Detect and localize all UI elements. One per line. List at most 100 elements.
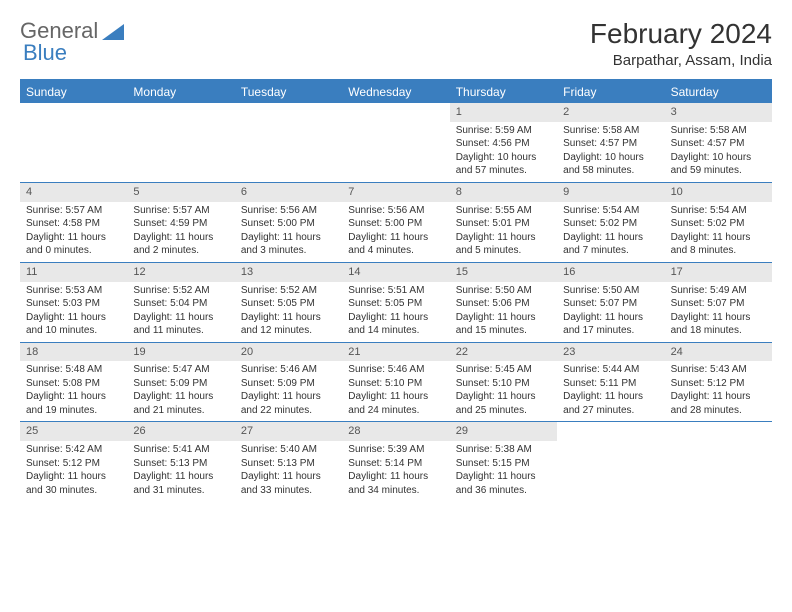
calendar-cell: 6Sunrise: 5:56 AMSunset: 5:00 PMDaylight…	[235, 183, 342, 262]
cell-body: Sunrise: 5:42 AMSunset: 5:12 PMDaylight:…	[20, 441, 127, 501]
calendar-cell: 11Sunrise: 5:53 AMSunset: 5:03 PMDayligh…	[20, 263, 127, 342]
sunrise-text: Sunrise: 5:41 AM	[133, 443, 228, 457]
weeks-container: 1Sunrise: 5:59 AMSunset: 4:56 PMDaylight…	[20, 103, 772, 501]
calendar-cell: 27Sunrise: 5:40 AMSunset: 5:13 PMDayligh…	[235, 422, 342, 501]
calendar-cell: 21Sunrise: 5:46 AMSunset: 5:10 PMDayligh…	[342, 343, 449, 422]
daylight-text: Daylight: 11 hours and 28 minutes.	[671, 390, 766, 417]
sunset-text: Sunset: 5:06 PM	[456, 297, 551, 311]
day-header-thu: Thursday	[450, 81, 557, 103]
daylight-text: Daylight: 11 hours and 18 minutes.	[671, 311, 766, 338]
day-number: 11	[20, 263, 127, 282]
daylight-text: Daylight: 11 hours and 8 minutes.	[671, 231, 766, 258]
calendar-cell	[20, 103, 127, 182]
calendar-cell	[557, 422, 664, 501]
sunset-text: Sunset: 5:01 PM	[456, 217, 551, 231]
sunrise-text: Sunrise: 5:45 AM	[456, 363, 551, 377]
day-number: 4	[20, 183, 127, 202]
daylight-text: Daylight: 11 hours and 10 minutes.	[26, 311, 121, 338]
sunset-text: Sunset: 4:58 PM	[26, 217, 121, 231]
calendar-cell: 12Sunrise: 5:52 AMSunset: 5:04 PMDayligh…	[127, 263, 234, 342]
day-number: 24	[665, 343, 772, 362]
sunrise-text: Sunrise: 5:59 AM	[456, 124, 551, 138]
cell-body: Sunrise: 5:53 AMSunset: 5:03 PMDaylight:…	[20, 282, 127, 342]
daylight-text: Daylight: 11 hours and 34 minutes.	[348, 470, 443, 497]
sunrise-text: Sunrise: 5:46 AM	[241, 363, 336, 377]
calendar-cell: 24Sunrise: 5:43 AMSunset: 5:12 PMDayligh…	[665, 343, 772, 422]
sunset-text: Sunset: 5:05 PM	[241, 297, 336, 311]
logo-triangle-icon	[102, 22, 124, 40]
calendar-cell: 20Sunrise: 5:46 AMSunset: 5:09 PMDayligh…	[235, 343, 342, 422]
sunrise-text: Sunrise: 5:48 AM	[26, 363, 121, 377]
daylight-text: Daylight: 11 hours and 30 minutes.	[26, 470, 121, 497]
cell-body: Sunrise: 5:50 AMSunset: 5:07 PMDaylight:…	[557, 282, 664, 342]
calendar-cell	[235, 103, 342, 182]
page-header: General February 2024 Barpathar, Assam, …	[20, 18, 772, 69]
daylight-text: Daylight: 11 hours and 31 minutes.	[133, 470, 228, 497]
day-number: 12	[127, 263, 234, 282]
calendar-cell: 3Sunrise: 5:58 AMSunset: 4:57 PMDaylight…	[665, 103, 772, 182]
sunset-text: Sunset: 5:09 PM	[133, 377, 228, 391]
cell-body: Sunrise: 5:43 AMSunset: 5:12 PMDaylight:…	[665, 361, 772, 421]
daylight-text: Daylight: 11 hours and 22 minutes.	[241, 390, 336, 417]
cell-body: Sunrise: 5:56 AMSunset: 5:00 PMDaylight:…	[342, 202, 449, 262]
day-number	[127, 103, 234, 122]
day-number	[342, 103, 449, 122]
calendar-cell	[665, 422, 772, 501]
day-header-mon: Monday	[127, 81, 234, 103]
cell-body: Sunrise: 5:50 AMSunset: 5:06 PMDaylight:…	[450, 282, 557, 342]
calendar-cell	[342, 103, 449, 182]
sunrise-text: Sunrise: 5:43 AM	[671, 363, 766, 377]
daylight-text: Daylight: 11 hours and 15 minutes.	[456, 311, 551, 338]
day-number: 5	[127, 183, 234, 202]
day-number: 27	[235, 422, 342, 441]
day-number: 1	[450, 103, 557, 122]
day-number: 13	[235, 263, 342, 282]
sunrise-text: Sunrise: 5:54 AM	[563, 204, 658, 218]
sunrise-text: Sunrise: 5:58 AM	[563, 124, 658, 138]
calendar-week: 18Sunrise: 5:48 AMSunset: 5:08 PMDayligh…	[20, 343, 772, 423]
daylight-text: Daylight: 11 hours and 14 minutes.	[348, 311, 443, 338]
sunset-text: Sunset: 5:00 PM	[241, 217, 336, 231]
day-number	[557, 422, 664, 441]
day-number: 22	[450, 343, 557, 362]
calendar-week: 4Sunrise: 5:57 AMSunset: 4:58 PMDaylight…	[20, 183, 772, 263]
daylight-text: Daylight: 11 hours and 36 minutes.	[456, 470, 551, 497]
sunrise-text: Sunrise: 5:49 AM	[671, 284, 766, 298]
sunrise-text: Sunrise: 5:46 AM	[348, 363, 443, 377]
calendar-cell: 14Sunrise: 5:51 AMSunset: 5:05 PMDayligh…	[342, 263, 449, 342]
calendar-cell: 7Sunrise: 5:56 AMSunset: 5:00 PMDaylight…	[342, 183, 449, 262]
calendar-cell	[127, 103, 234, 182]
sunset-text: Sunset: 5:10 PM	[348, 377, 443, 391]
cell-body: Sunrise: 5:44 AMSunset: 5:11 PMDaylight:…	[557, 361, 664, 421]
calendar-cell: 18Sunrise: 5:48 AMSunset: 5:08 PMDayligh…	[20, 343, 127, 422]
daylight-text: Daylight: 11 hours and 4 minutes.	[348, 231, 443, 258]
sunset-text: Sunset: 5:14 PM	[348, 457, 443, 471]
day-number: 23	[557, 343, 664, 362]
day-number: 9	[557, 183, 664, 202]
daylight-text: Daylight: 11 hours and 11 minutes.	[133, 311, 228, 338]
daylight-text: Daylight: 11 hours and 25 minutes.	[456, 390, 551, 417]
day-number: 16	[557, 263, 664, 282]
daylight-text: Daylight: 11 hours and 27 minutes.	[563, 390, 658, 417]
day-number: 2	[557, 103, 664, 122]
day-number: 7	[342, 183, 449, 202]
day-number: 28	[342, 422, 449, 441]
calendar-cell: 26Sunrise: 5:41 AMSunset: 5:13 PMDayligh…	[127, 422, 234, 501]
day-header-tue: Tuesday	[235, 81, 342, 103]
sunset-text: Sunset: 4:57 PM	[563, 137, 658, 151]
sunset-text: Sunset: 5:09 PM	[241, 377, 336, 391]
cell-body: Sunrise: 5:40 AMSunset: 5:13 PMDaylight:…	[235, 441, 342, 501]
sunset-text: Sunset: 5:03 PM	[26, 297, 121, 311]
daylight-text: Daylight: 11 hours and 12 minutes.	[241, 311, 336, 338]
daylight-text: Daylight: 11 hours and 0 minutes.	[26, 231, 121, 258]
calendar-week: 1Sunrise: 5:59 AMSunset: 4:56 PMDaylight…	[20, 103, 772, 183]
calendar-cell: 23Sunrise: 5:44 AMSunset: 5:11 PMDayligh…	[557, 343, 664, 422]
title-block: February 2024 Barpathar, Assam, India	[590, 18, 772, 69]
sunrise-text: Sunrise: 5:47 AM	[133, 363, 228, 377]
sunset-text: Sunset: 5:08 PM	[26, 377, 121, 391]
sunset-text: Sunset: 5:02 PM	[671, 217, 766, 231]
day-number: 8	[450, 183, 557, 202]
sunrise-text: Sunrise: 5:39 AM	[348, 443, 443, 457]
sunrise-text: Sunrise: 5:52 AM	[133, 284, 228, 298]
calendar-cell: 13Sunrise: 5:52 AMSunset: 5:05 PMDayligh…	[235, 263, 342, 342]
